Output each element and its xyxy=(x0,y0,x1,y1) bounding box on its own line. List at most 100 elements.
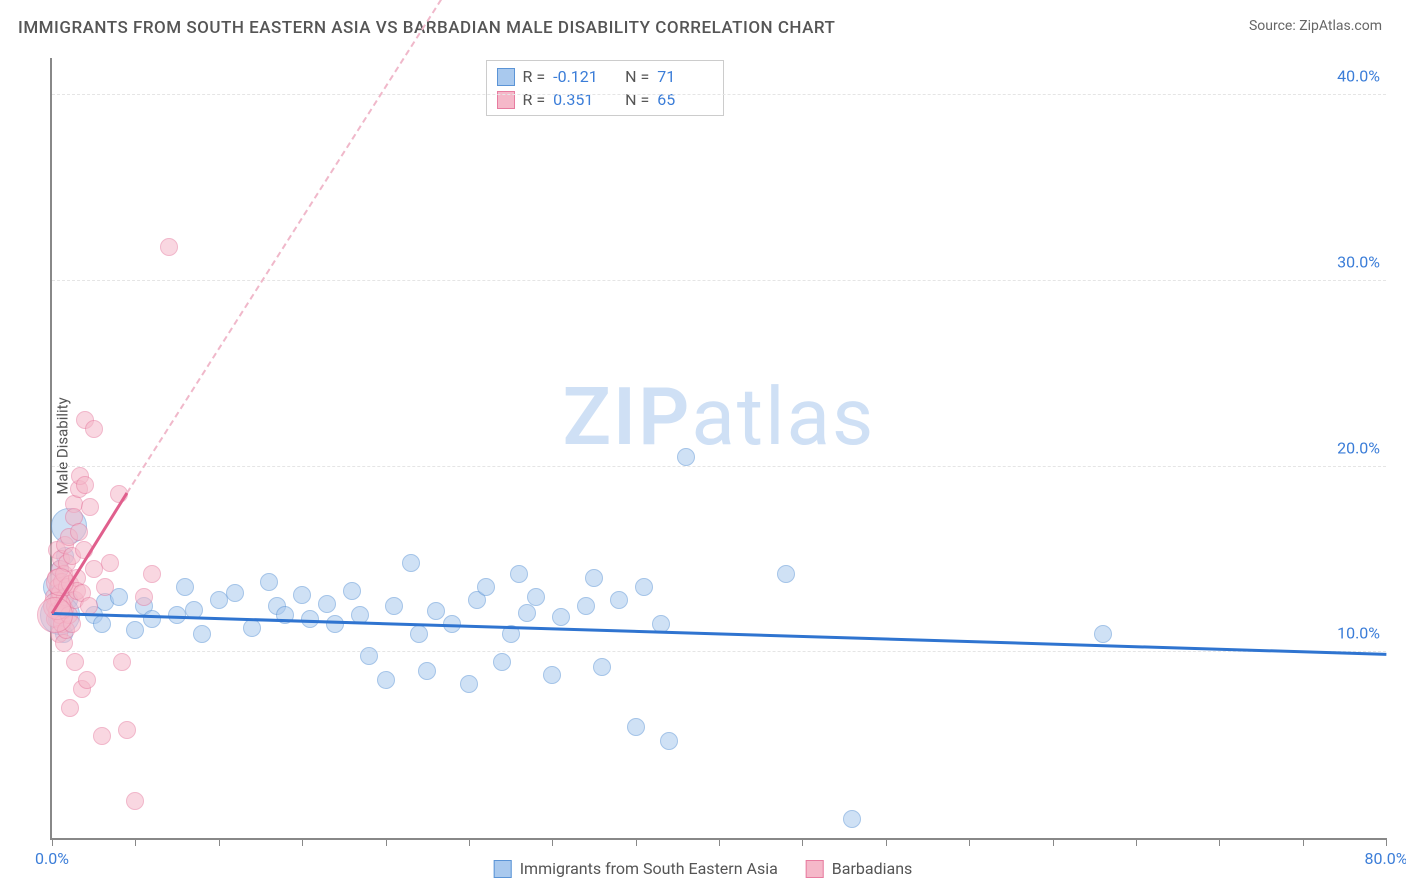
y-tick-label: 30.0% xyxy=(1337,252,1380,271)
data-point xyxy=(593,658,611,676)
data-point xyxy=(85,560,103,578)
data-point xyxy=(126,792,144,810)
data-point xyxy=(66,653,84,671)
data-point xyxy=(176,578,194,596)
y-tick-label: 10.0% xyxy=(1337,624,1380,643)
stat-n-label: N = xyxy=(617,90,649,109)
data-point xyxy=(477,578,495,596)
data-point xyxy=(76,476,94,494)
scatter-plot-area: ZIPatlas R = -0.121 N = 71R = 0.351 N = … xyxy=(50,58,1386,840)
x-tick-label: 80.0% xyxy=(1365,849,1406,868)
stat-n-value: 71 xyxy=(657,67,713,86)
data-point xyxy=(552,608,570,626)
legend-label: Immigrants from South Eastern Asia xyxy=(520,859,778,878)
data-point xyxy=(527,588,545,606)
data-point xyxy=(293,586,311,604)
stat-n-value: 65 xyxy=(657,90,713,109)
x-tick xyxy=(219,838,220,846)
data-point xyxy=(135,588,153,606)
x-tick xyxy=(636,838,637,846)
x-tick xyxy=(1219,838,1220,846)
x-tick xyxy=(719,838,720,846)
y-tick-label: 20.0% xyxy=(1337,438,1380,457)
data-point xyxy=(418,662,436,680)
data-point xyxy=(113,653,131,671)
data-point xyxy=(518,604,536,622)
legend-item: Barbadians xyxy=(806,859,913,878)
data-point xyxy=(318,595,336,613)
source-attribution: Source: ZipAtlas.com xyxy=(1249,18,1382,34)
data-point xyxy=(610,591,628,609)
data-point xyxy=(193,625,211,643)
data-point xyxy=(85,420,103,438)
data-point xyxy=(226,584,244,602)
gridline xyxy=(52,94,1386,95)
gridline xyxy=(52,651,1386,652)
data-point xyxy=(93,727,111,745)
x-tick xyxy=(552,838,553,846)
data-point xyxy=(61,699,79,717)
x-tick xyxy=(135,838,136,846)
data-point xyxy=(143,565,161,583)
data-point xyxy=(343,582,361,600)
data-point xyxy=(677,448,695,466)
watermark-text: ZIPatlas xyxy=(563,370,876,464)
data-point xyxy=(326,615,344,633)
data-point xyxy=(96,578,114,596)
stats-row: R = -0.121 N = 71 xyxy=(497,65,714,88)
x-tick xyxy=(1053,838,1054,846)
stats-row: R = 0.351 N = 65 xyxy=(497,88,714,111)
data-point xyxy=(777,565,795,583)
legend-label: Barbadians xyxy=(832,859,913,878)
x-tick xyxy=(52,838,53,846)
data-point xyxy=(460,675,478,693)
data-point xyxy=(160,238,178,256)
data-point xyxy=(627,718,645,736)
legend-swatch xyxy=(494,860,512,878)
gridline xyxy=(52,466,1386,467)
legend-item: Immigrants from South Eastern Asia xyxy=(494,859,778,878)
stat-r-value: 0.351 xyxy=(553,90,609,109)
legend-swatch xyxy=(497,68,515,86)
data-point xyxy=(101,554,119,572)
data-point xyxy=(70,523,88,541)
data-point xyxy=(118,721,136,739)
stat-r-value: -0.121 xyxy=(553,67,609,86)
y-tick-label: 40.0% xyxy=(1337,67,1380,86)
data-point xyxy=(660,732,678,750)
x-tick xyxy=(802,838,803,846)
data-point xyxy=(585,569,603,587)
data-point xyxy=(126,621,144,639)
data-point xyxy=(143,610,161,628)
x-tick xyxy=(302,838,303,846)
stat-n-label: N = xyxy=(617,67,649,86)
data-point xyxy=(510,565,528,583)
data-point xyxy=(260,573,278,591)
data-point xyxy=(81,498,99,516)
data-point xyxy=(402,554,420,572)
x-tick xyxy=(969,838,970,846)
legend: Immigrants from South Eastern Asia Barbad… xyxy=(494,859,913,878)
x-tick xyxy=(886,838,887,846)
data-point xyxy=(410,625,428,643)
data-point xyxy=(1094,625,1112,643)
x-tick xyxy=(386,838,387,846)
data-point xyxy=(385,597,403,615)
data-point xyxy=(360,647,378,665)
data-point xyxy=(210,591,228,609)
x-tick-label: 0.0% xyxy=(35,849,69,868)
data-point xyxy=(78,671,96,689)
data-point xyxy=(543,666,561,684)
legend-swatch xyxy=(806,860,824,878)
data-point xyxy=(843,810,861,828)
x-tick xyxy=(1136,838,1137,846)
x-tick xyxy=(1303,838,1304,846)
data-point xyxy=(377,671,395,689)
data-point xyxy=(427,602,445,620)
correlation-stats-box: R = -0.121 N = 71R = 0.351 N = 65 xyxy=(486,60,725,116)
x-tick xyxy=(469,838,470,846)
x-tick xyxy=(1386,838,1387,846)
data-point xyxy=(243,619,261,637)
data-point xyxy=(493,653,511,671)
gridline xyxy=(52,280,1386,281)
